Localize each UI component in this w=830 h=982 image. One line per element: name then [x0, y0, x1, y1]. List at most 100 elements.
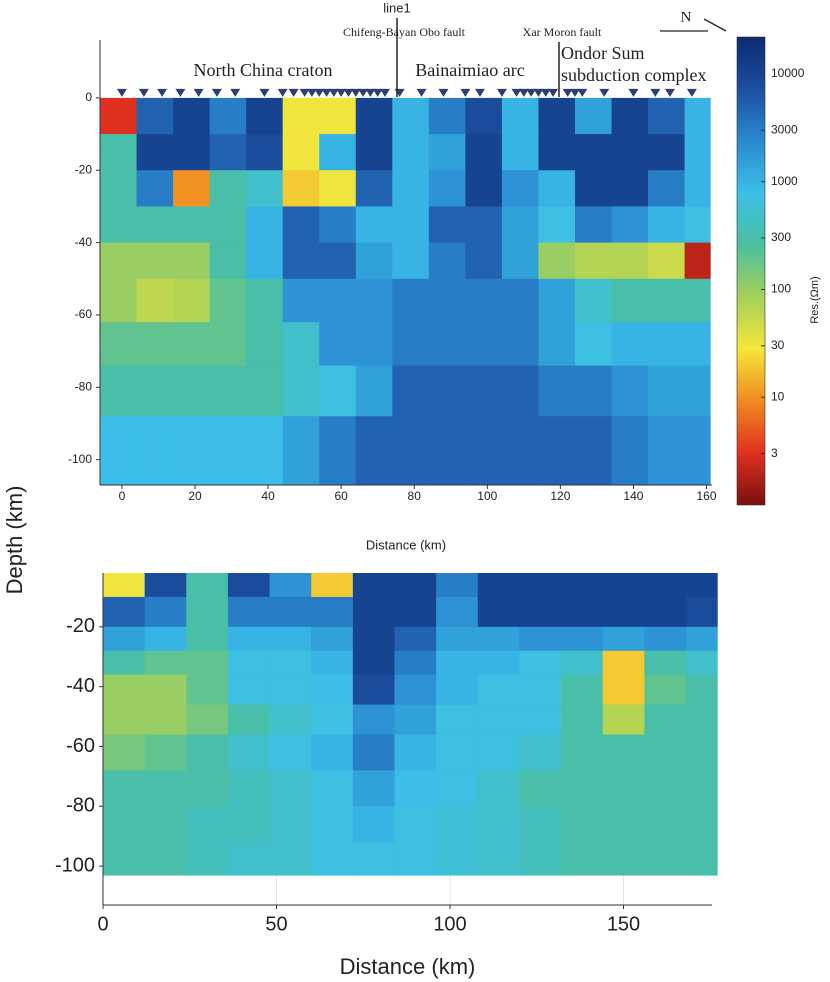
station	[116, 88, 127, 97]
cell	[209, 206, 247, 244]
station	[650, 88, 661, 97]
cell	[355, 206, 393, 244]
cell	[501, 278, 539, 323]
cell	[465, 206, 503, 244]
cell	[355, 365, 393, 417]
station	[569, 88, 580, 97]
profile-title: line1	[383, 0, 410, 15]
cell	[269, 650, 312, 676]
cell	[186, 770, 229, 807]
y-tick-label: 0	[85, 90, 92, 104]
station	[416, 88, 427, 97]
cell	[392, 206, 430, 244]
cell	[648, 322, 686, 367]
cell	[311, 650, 354, 676]
cell	[173, 206, 211, 244]
station	[526, 88, 537, 97]
cell	[352, 626, 395, 652]
cell	[519, 734, 562, 771]
cell	[428, 97, 466, 135]
cell	[436, 596, 479, 628]
cell	[561, 573, 604, 598]
cell	[644, 704, 687, 736]
cell	[394, 842, 437, 876]
cell	[561, 626, 604, 652]
colorbar-tick-label: 100	[771, 282, 791, 296]
cell	[394, 674, 437, 706]
cell	[352, 704, 395, 736]
cell	[685, 770, 718, 807]
cell	[561, 704, 604, 736]
cell	[574, 242, 613, 280]
y-tick-label: -40	[75, 235, 93, 249]
cell	[355, 278, 393, 323]
cell	[602, 770, 645, 807]
cell	[311, 596, 354, 628]
cell	[186, 573, 229, 598]
cell	[602, 842, 645, 876]
cell	[394, 734, 437, 771]
station	[365, 88, 376, 97]
station	[460, 88, 471, 97]
cell	[436, 650, 479, 676]
cell	[685, 626, 718, 652]
annotation: Ondor Sum	[561, 43, 645, 63]
cell	[103, 626, 146, 652]
cell	[103, 842, 146, 876]
cell	[561, 806, 604, 843]
cell	[100, 170, 138, 207]
cell	[186, 842, 229, 876]
cell	[173, 278, 211, 323]
y-tick-label: -80	[66, 795, 95, 817]
cell	[103, 650, 146, 676]
cell	[100, 278, 138, 323]
station	[511, 88, 522, 97]
cell	[602, 704, 645, 736]
colorbar-tick-label: 1000	[771, 174, 798, 188]
station	[577, 88, 588, 97]
x-tick-label: 120	[550, 489, 570, 503]
y-tick-label: -80	[75, 379, 93, 393]
cell	[319, 322, 357, 367]
cell	[436, 626, 479, 652]
cell	[685, 573, 718, 598]
cell	[477, 650, 520, 676]
cell	[269, 734, 312, 771]
cell	[561, 674, 604, 706]
cell	[392, 242, 430, 280]
cell	[136, 206, 174, 244]
cell	[186, 704, 229, 736]
cell	[611, 322, 649, 367]
cell	[428, 134, 466, 171]
cell	[465, 322, 503, 367]
cell	[685, 806, 718, 843]
cell	[269, 704, 312, 736]
x-tick-label: 100	[433, 913, 466, 935]
cell	[519, 573, 562, 598]
cell	[103, 596, 146, 628]
colorbar	[736, 36, 766, 506]
cell	[392, 322, 430, 367]
cell	[644, 842, 687, 876]
x-tick-label: 100	[477, 489, 497, 503]
cell	[246, 206, 284, 244]
cell	[392, 134, 430, 171]
cell	[352, 596, 395, 628]
cell	[227, 842, 271, 876]
station	[599, 88, 610, 97]
cell	[684, 322, 711, 367]
cell	[246, 242, 284, 280]
cell	[246, 278, 284, 323]
cell	[561, 596, 604, 628]
cell	[269, 842, 312, 876]
station	[562, 88, 573, 97]
cell	[100, 242, 138, 280]
cell	[538, 97, 576, 135]
cell	[602, 573, 645, 598]
cell	[501, 242, 539, 280]
cell	[173, 170, 211, 207]
cell	[436, 674, 479, 706]
cell	[282, 206, 320, 244]
cell	[519, 650, 562, 676]
y-tick-label: -100	[55, 854, 95, 876]
